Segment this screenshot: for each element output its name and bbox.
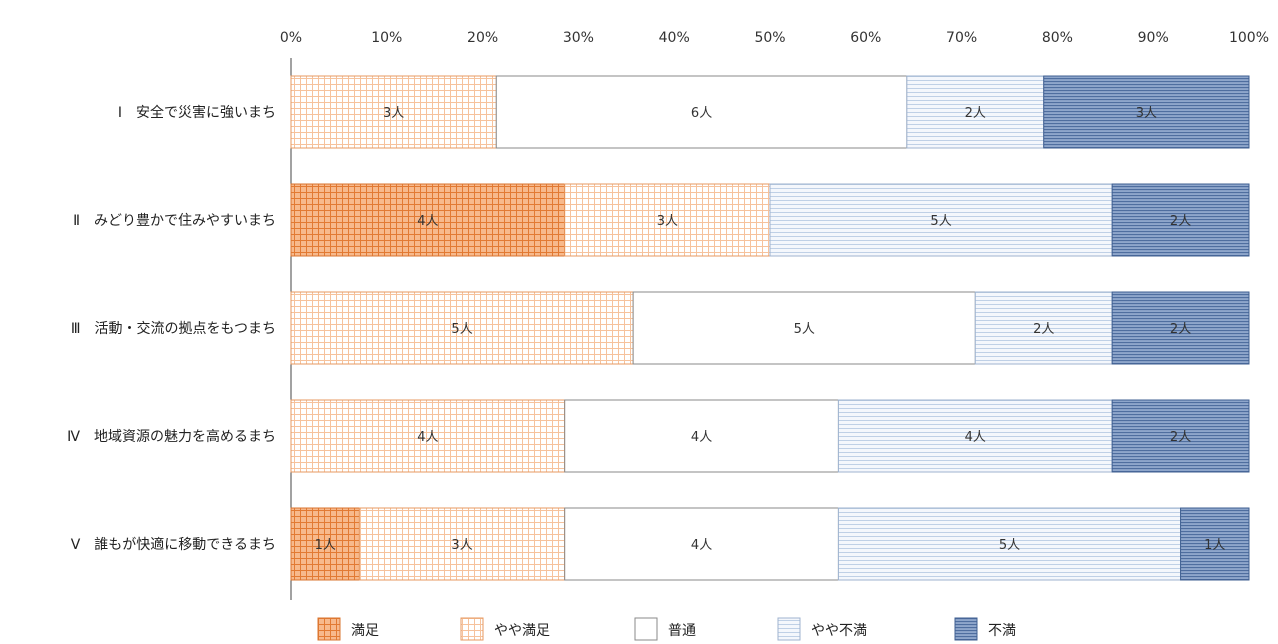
bar-segment xyxy=(290,183,566,257)
data-label: 3人 xyxy=(1136,106,1157,121)
category-label: Ⅴ 誰もが快適に移動できるまち xyxy=(71,536,276,553)
data-label: 4人 xyxy=(965,430,986,445)
legend-label: 普通 xyxy=(668,623,696,639)
bar-segment xyxy=(564,183,771,257)
bar-segment xyxy=(290,507,360,581)
data-label: 2人 xyxy=(1170,430,1191,445)
legend-swatch xyxy=(634,617,658,641)
legend-swatch xyxy=(460,617,484,641)
x-tick-label: 60% xyxy=(850,30,881,46)
bar-segment xyxy=(1043,75,1250,149)
data-label: 4人 xyxy=(691,430,712,445)
bar-segment xyxy=(290,75,497,149)
legend-swatch xyxy=(317,617,341,641)
category-label: Ⅰ 安全で災害に強いまち xyxy=(118,104,276,121)
legend-label: 満足 xyxy=(351,623,379,639)
data-label: 3人 xyxy=(657,214,678,229)
bar-segment xyxy=(1111,183,1250,257)
data-label: 4人 xyxy=(691,538,712,553)
legend-label: 不満 xyxy=(988,623,1016,639)
data-label: 4人 xyxy=(417,214,438,229)
x-tick-label: 100% xyxy=(1229,30,1269,46)
legend-label: やや不満 xyxy=(811,623,867,639)
data-label: 5人 xyxy=(794,322,815,337)
bar-segment xyxy=(632,291,976,365)
bar-segment xyxy=(290,291,634,365)
bar-segment xyxy=(769,183,1113,257)
bar-segment xyxy=(358,507,566,581)
data-label: 5人 xyxy=(930,214,951,229)
x-tick-label: 30% xyxy=(563,30,594,46)
bars-layer: 3人 6人 2人 3人 4人 3人 5人 2人 5人 5人 2人 2人 4人 4人 4人 2人 1人 3人 4人 5人… xyxy=(290,75,1250,581)
legend-layer: 満足 やや満足 普通 やや不満 不満 xyxy=(317,617,1016,641)
data-label: 1人 xyxy=(1204,538,1225,553)
data-label: 3人 xyxy=(451,538,472,553)
data-label: 2人 xyxy=(1033,322,1054,337)
axis-layer: 0% 10% 20% 30% 40% 50% 60% 70% 80% 90% 100% Ⅰ 安全で災害… xyxy=(67,30,1269,600)
x-tick-label: 70% xyxy=(946,30,977,46)
bar-segment xyxy=(906,75,1045,149)
x-tick-label: 40% xyxy=(659,30,690,46)
x-tick-label: 20% xyxy=(467,30,498,46)
category-label: Ⅲ 活動・交流の拠点をもつまち xyxy=(71,320,276,337)
legend-swatch xyxy=(777,617,801,641)
data-label: 1人 xyxy=(315,538,336,553)
bar-segment xyxy=(837,399,1113,473)
legend-swatch xyxy=(954,617,978,641)
bar-segment xyxy=(1180,507,1250,581)
data-label: 2人 xyxy=(965,106,986,121)
x-tick-label: 80% xyxy=(1042,30,1073,46)
bar-segment xyxy=(564,507,839,581)
bar-segment xyxy=(837,507,1182,581)
bar-segment xyxy=(974,291,1113,365)
data-label: 3人 xyxy=(383,106,404,121)
category-label: Ⅱ みどり豊かで住みやすいまち xyxy=(73,213,276,229)
bar-segment xyxy=(1111,399,1250,473)
data-label: 5人 xyxy=(999,538,1020,553)
data-label: 4人 xyxy=(417,430,438,445)
bar-segment xyxy=(495,75,908,149)
x-tick-label: 90% xyxy=(1138,30,1169,46)
category-label: Ⅳ 地域資源の魅力を高めるまち xyxy=(67,428,276,445)
x-tick-label: 50% xyxy=(754,30,785,46)
bar-segment xyxy=(564,399,839,473)
x-tick-label: 10% xyxy=(371,30,402,46)
bar-segment xyxy=(290,399,566,473)
data-label: 5人 xyxy=(451,322,472,337)
bar-segment xyxy=(1111,291,1250,365)
data-label: 2人 xyxy=(1170,214,1191,229)
data-label: 6人 xyxy=(691,106,712,121)
x-tick-label: 0% xyxy=(280,30,302,46)
data-label: 2人 xyxy=(1170,322,1191,337)
legend-label: やや満足 xyxy=(494,623,550,639)
